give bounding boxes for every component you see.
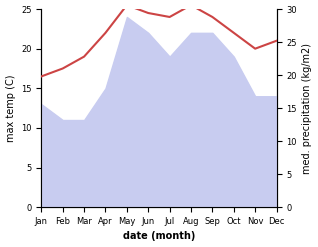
X-axis label: date (month): date (month) bbox=[123, 231, 195, 242]
Y-axis label: max temp (C): max temp (C) bbox=[5, 74, 16, 142]
Y-axis label: med. precipitation (kg/m2): med. precipitation (kg/m2) bbox=[302, 43, 313, 174]
